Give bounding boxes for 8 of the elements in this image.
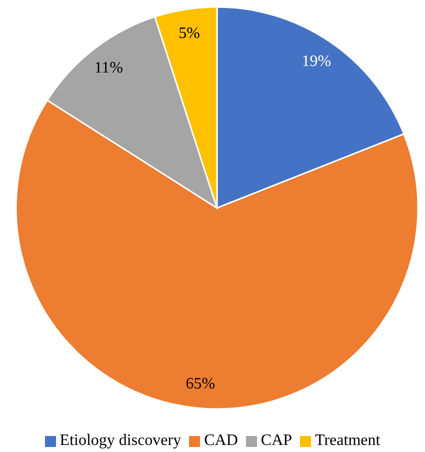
slice-label: CAD xyxy=(204,432,238,450)
legend-label: CAP xyxy=(260,432,292,450)
data-label: 5% xyxy=(178,24,200,42)
data-label: 65% xyxy=(186,376,216,393)
legend-label: Treatment xyxy=(315,432,380,450)
data-label: 19% xyxy=(302,53,332,70)
legend-label: Etiology discovery xyxy=(60,432,182,450)
data-label: 11% xyxy=(94,60,123,77)
